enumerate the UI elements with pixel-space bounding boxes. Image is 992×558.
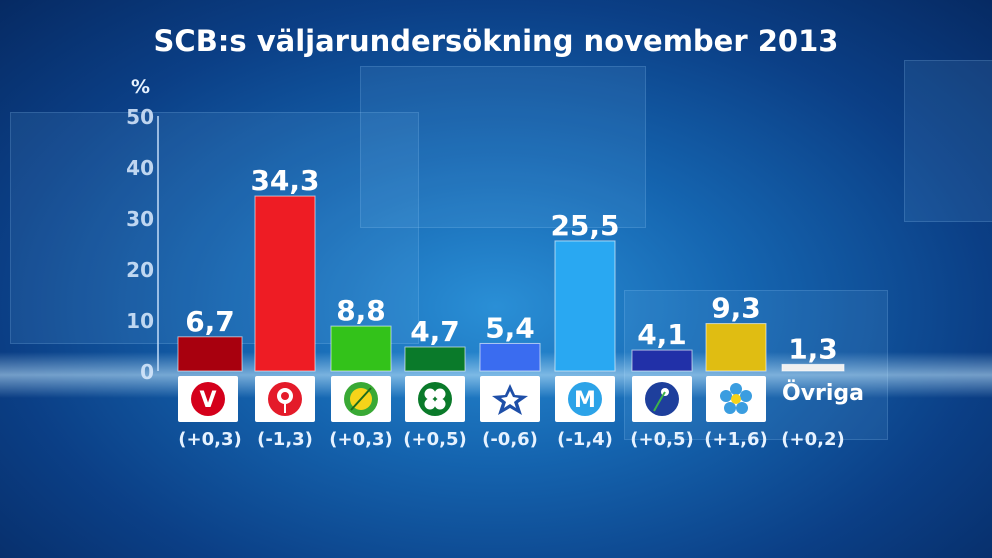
svg-text:M: M (574, 388, 596, 413)
bar (554, 240, 616, 372)
y-tick-label: 20 (126, 258, 154, 282)
bar-value-label: 4,1 (637, 318, 687, 351)
bg-panel-mid (360, 66, 646, 228)
change-label: (+0,5) (630, 429, 693, 450)
bar (781, 363, 845, 372)
bar-value-label: 6,7 (185, 305, 235, 338)
bar (254, 195, 316, 372)
change-label: (+1,6) (704, 429, 767, 450)
c-clover-logo-icon (405, 376, 465, 422)
bar (479, 342, 541, 372)
bar-value-label: 8,8 (336, 294, 386, 327)
change-label: (+0,3) (178, 429, 241, 450)
change-label: (-0,6) (482, 429, 538, 450)
y-unit-label: % (131, 76, 151, 98)
bg-panel-left (10, 112, 419, 344)
chart-title: SCB:s väljarundersökning november 2013 (153, 24, 839, 58)
change-label: (+0,5) (403, 429, 466, 450)
svg-text:V: V (199, 388, 216, 413)
v-logo-icon: V (178, 376, 238, 422)
bar-value-label: 9,3 (711, 292, 761, 325)
change-label: (+0,2) (781, 429, 844, 450)
y-tick-label: 40 (126, 156, 154, 180)
fp-star-logo-icon (480, 376, 540, 422)
mp-sun-logo-icon (331, 376, 391, 422)
change-label: (-1,4) (557, 429, 613, 450)
kd-flower-logo-icon (632, 376, 692, 422)
bar-value-label: 4,7 (410, 315, 460, 348)
change-label: (-1,3) (257, 429, 313, 450)
sd-flower-logo-icon (706, 376, 766, 422)
bar (631, 349, 693, 372)
other-category-label: Övriga (782, 381, 865, 406)
change-label: (+0,3) (329, 429, 392, 450)
bar-value-label: 25,5 (550, 209, 619, 242)
y-tick-label: 0 (140, 360, 154, 384)
bar (705, 323, 767, 372)
y-tick-label: 10 (126, 309, 154, 333)
bar-value-label: 1,3 (788, 332, 838, 365)
bar (404, 346, 466, 372)
s-rose-logo-icon (255, 376, 315, 422)
bar-value-label: 5,4 (485, 311, 535, 344)
bar-value-label: 34,3 (250, 164, 319, 197)
y-tick-label: 50 (126, 105, 154, 129)
m-logo-icon: M (555, 376, 615, 422)
y-tick-label: 30 (126, 207, 154, 231)
bar (177, 336, 243, 372)
bg-panel-right (904, 60, 992, 222)
bar (330, 325, 392, 372)
